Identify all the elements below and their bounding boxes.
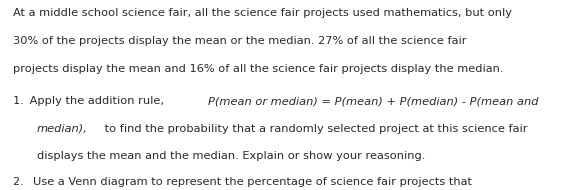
Text: At a middle school science fair, all the science fair projects used mathematics,: At a middle school science fair, all the… [13, 8, 512, 18]
Text: projects display the mean and 16% of all the science fair projects display the m: projects display the mean and 16% of all… [13, 63, 503, 74]
Text: 1. Apply the addition rule,: 1. Apply the addition rule, [13, 96, 167, 106]
Text: displays the mean and the median. Explain or show your reasoning.: displays the mean and the median. Explai… [37, 151, 425, 161]
Text: median),: median), [37, 124, 88, 134]
Text: P(mean or median) = P(mean) + P(median) - P(mean and: P(mean or median) = P(mean) + P(median) … [208, 96, 538, 106]
Text: to find the probability that a randomly selected project at this science fair: to find the probability that a randomly … [101, 124, 528, 134]
Text: 2.: 2. [13, 177, 29, 187]
Text: Use a Venn diagram to represent the percentage of science fair projects that: Use a Venn diagram to represent the perc… [33, 177, 473, 187]
Text: 30% of the projects display the mean or the median. 27% of all the science fair: 30% of the projects display the mean or … [13, 36, 466, 46]
